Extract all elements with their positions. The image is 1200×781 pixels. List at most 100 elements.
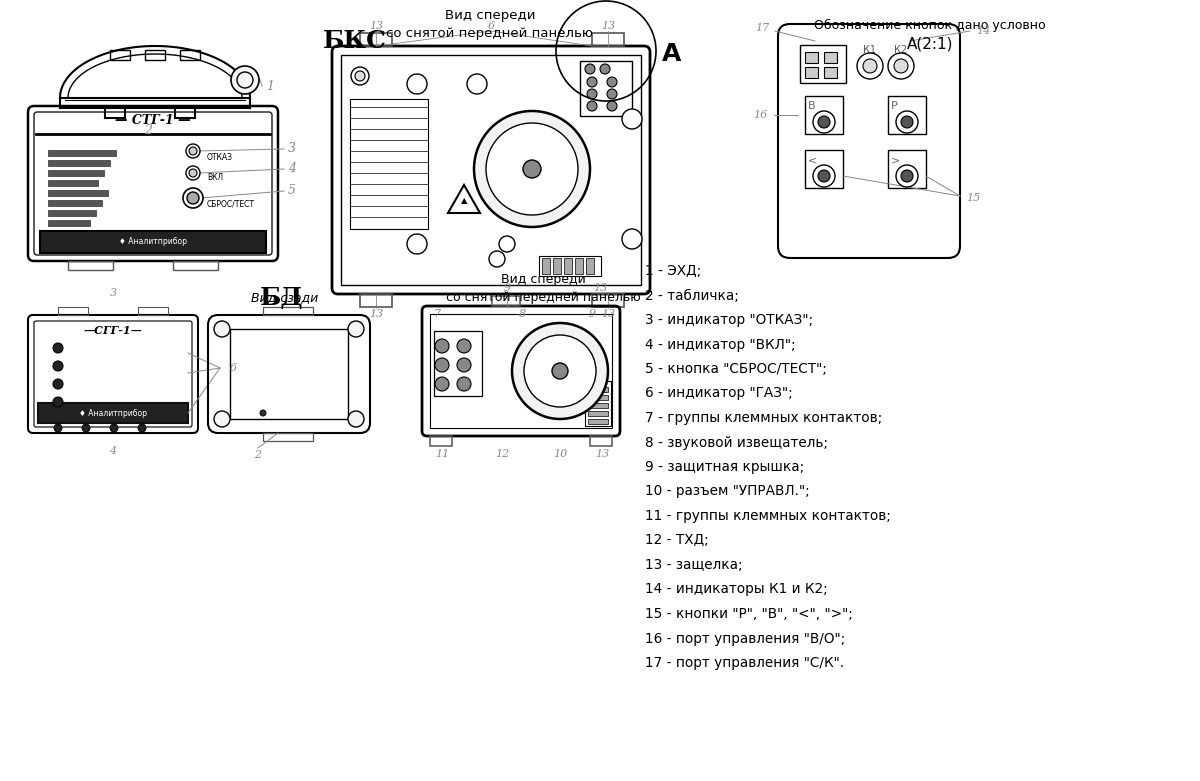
Text: 13 - защелка;: 13 - защелка; (646, 558, 743, 572)
Circle shape (587, 101, 598, 111)
Circle shape (214, 411, 230, 427)
Bar (888, 96, 926, 134)
Bar (48, 150, 116, 156)
Text: 6: 6 (487, 21, 494, 31)
Circle shape (523, 160, 541, 178)
Text: 13: 13 (368, 309, 383, 319)
Text: СБРОС/ТЕСТ: СБРОС/ТЕСТ (208, 199, 256, 209)
Circle shape (622, 109, 642, 129)
Text: 6 - индикатор "ГАЗ";: 6 - индикатор "ГАЗ"; (646, 387, 793, 401)
Circle shape (190, 147, 197, 155)
Bar (48, 170, 104, 176)
Circle shape (863, 59, 877, 73)
Circle shape (82, 424, 90, 432)
Text: А: А (662, 42, 682, 66)
Circle shape (600, 64, 610, 74)
Text: 2: 2 (254, 450, 262, 460)
Text: 2 - табличка;: 2 - табличка; (646, 288, 739, 302)
Text: 16: 16 (752, 110, 767, 120)
Circle shape (607, 77, 617, 87)
Circle shape (457, 377, 470, 391)
Text: ВКЛ: ВКЛ (208, 173, 223, 183)
Circle shape (348, 321, 364, 337)
Bar (263, 307, 313, 315)
Text: 15 - кнопки "Р", "В", "<", ">";: 15 - кнопки "Р", "В", "<", ">"; (646, 607, 853, 621)
Text: К1: К1 (864, 45, 876, 55)
Bar (40, 231, 266, 253)
Bar (805, 150, 842, 188)
Bar (492, 296, 520, 306)
Bar (38, 403, 188, 423)
Circle shape (110, 424, 118, 432)
Text: 10 - разъем "УПРАВЛ.";: 10 - разъем "УПРАВЛ."; (646, 484, 810, 498)
Text: ♦ Аналитприбор: ♦ Аналитприбор (79, 408, 148, 418)
Circle shape (436, 377, 449, 391)
Bar (48, 230, 84, 236)
Circle shape (54, 424, 62, 432)
Text: 6: 6 (229, 363, 236, 373)
Bar (588, 387, 608, 392)
Circle shape (894, 59, 908, 73)
Circle shape (53, 379, 64, 389)
Text: Обозначение кнопок дано условно: Обозначение кнопок дано условно (814, 19, 1046, 31)
Circle shape (888, 53, 914, 79)
Bar (586, 258, 594, 274)
Bar (542, 258, 550, 274)
Circle shape (187, 192, 199, 204)
Circle shape (490, 251, 505, 267)
Bar (588, 419, 608, 424)
Text: БКС: БКС (323, 29, 386, 53)
Text: 7: 7 (433, 309, 440, 319)
Circle shape (607, 89, 617, 99)
Circle shape (467, 74, 487, 94)
Bar (145, 50, 166, 60)
Circle shape (457, 358, 470, 372)
Circle shape (238, 72, 253, 88)
Circle shape (138, 424, 146, 432)
Circle shape (587, 89, 598, 99)
Bar (263, 433, 313, 441)
Text: 15: 15 (966, 193, 980, 203)
Text: 17: 17 (755, 23, 769, 33)
Bar (230, 329, 348, 419)
Circle shape (53, 361, 64, 371)
Text: 16 - порт управления "В/О";: 16 - порт управления "В/О"; (646, 632, 845, 646)
Text: 13: 13 (601, 21, 616, 31)
Text: 14 - индикаторы К1 и К2;: 14 - индикаторы К1 и К2; (646, 583, 828, 597)
Text: ♦ Аналитприбор: ♦ Аналитприбор (119, 237, 187, 247)
Text: В: В (808, 101, 816, 111)
Circle shape (355, 71, 365, 81)
Text: —СГГ-1—: —СГГ-1— (84, 324, 143, 336)
Circle shape (499, 236, 515, 252)
Text: 4: 4 (109, 446, 116, 456)
Bar (68, 261, 113, 270)
Bar (805, 52, 818, 63)
Text: ▲: ▲ (461, 197, 467, 205)
Text: <: < (808, 155, 817, 165)
Circle shape (436, 339, 449, 353)
Text: 7 - группы клеммных контактов;: 7 - группы клеммных контактов; (646, 411, 882, 425)
Bar (800, 45, 846, 83)
Bar (592, 294, 624, 307)
Bar (824, 52, 838, 63)
Bar (586, 381, 611, 426)
Circle shape (407, 74, 427, 94)
Text: 2: 2 (144, 124, 152, 137)
Text: >: > (890, 155, 900, 165)
Text: 11: 11 (434, 449, 449, 459)
Bar (588, 411, 608, 416)
Text: 3 - индикатор "ОТКАЗ";: 3 - индикатор "ОТКАЗ"; (646, 313, 814, 327)
Circle shape (901, 116, 913, 128)
Bar (824, 67, 838, 78)
Bar (48, 210, 96, 216)
Bar (430, 436, 452, 446)
Bar (434, 331, 482, 396)
Bar (539, 256, 601, 276)
Bar (138, 307, 168, 315)
Circle shape (552, 363, 568, 379)
Bar (805, 67, 818, 78)
Bar (180, 50, 200, 60)
Bar (350, 99, 428, 229)
Text: Вид спереди
со снятой передней панелью: Вид спереди со снятой передней панелью (445, 273, 641, 305)
Circle shape (190, 169, 197, 177)
